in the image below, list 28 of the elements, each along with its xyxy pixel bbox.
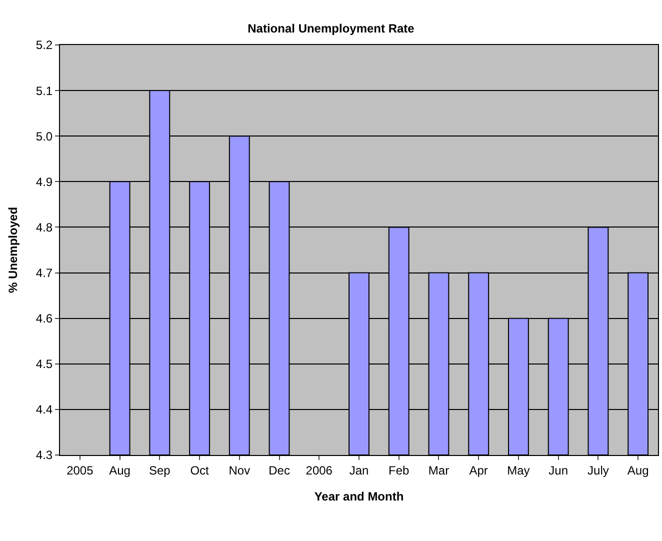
x-tick-label: Sep xyxy=(148,463,171,478)
y-tick-label: 4.6 xyxy=(36,312,53,326)
y-tick-label: 5.2 xyxy=(36,38,53,52)
x-tick-label: Dec xyxy=(268,463,290,478)
x-tick-label: Feb xyxy=(388,463,410,478)
x-tick-label: May xyxy=(507,463,530,478)
y-tick-label: 5.1 xyxy=(36,84,53,98)
x-tick-label: Aug xyxy=(109,463,130,478)
y-axis-title: % Unemployed xyxy=(6,206,20,294)
y-tick-label: 4.7 xyxy=(36,266,53,280)
x-tick-label: Jan xyxy=(349,463,369,478)
y-tick-label: 4.3 xyxy=(36,448,53,462)
x-tick-label: Apr xyxy=(469,463,488,478)
x-tick-label: Aug xyxy=(627,463,649,478)
x-tick-label: Jun xyxy=(548,463,568,478)
y-tick-label: 4.9 xyxy=(36,174,53,189)
x-tick-label: Oct xyxy=(190,463,210,478)
x-tick-label: July xyxy=(588,463,609,478)
x-tick-label: 2005 xyxy=(66,463,94,478)
y-tick-label: 4.5 xyxy=(36,357,53,372)
chart-title: National Unemployment Rate xyxy=(248,22,415,36)
y-tick-label: 4.8 xyxy=(36,220,53,234)
y-tick-label: 5.0 xyxy=(36,129,53,144)
x-tick-label: Nov xyxy=(228,463,250,478)
x-axis-title: Year and Month xyxy=(314,489,404,504)
x-tick-label: Mar xyxy=(428,463,450,478)
x-tick-label: 2006 xyxy=(306,463,333,478)
y-tick-label: 4.4 xyxy=(36,402,53,417)
